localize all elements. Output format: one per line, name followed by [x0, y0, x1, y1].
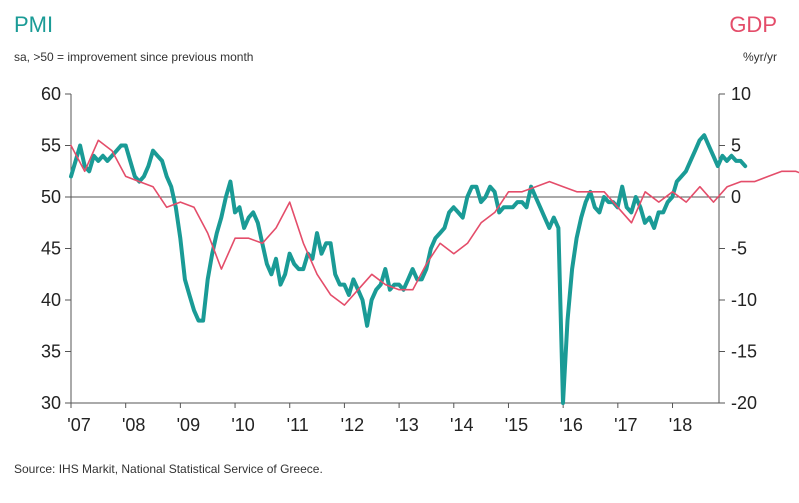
right-tick-label: -5: [731, 239, 747, 259]
right-axis-subtitle: %yr/yr: [743, 50, 777, 64]
right-tick-label: -10: [731, 290, 757, 310]
left-tick-label: 35: [41, 342, 61, 362]
chart-subtitle: sa, >50 = improvement since previous mon…: [14, 50, 254, 64]
x-tick-label: '12: [341, 415, 364, 435]
x-tick-label: '18: [669, 415, 692, 435]
chart-title: PMI: [14, 12, 54, 37]
x-tick-label: '13: [395, 415, 418, 435]
source-note: Source: IHS Markit, National Statistical…: [14, 462, 323, 476]
x-tick-label: '07: [67, 415, 90, 435]
left-tick-label: 30: [41, 393, 61, 413]
x-tick-label: '15: [505, 415, 528, 435]
right-axis-title: GDP: [729, 12, 777, 37]
left-tick-label: 50: [41, 187, 61, 207]
left-tick-label: 55: [41, 136, 61, 156]
right-tick-label: 0: [731, 187, 741, 207]
pmi-series-line: [69, 133, 748, 405]
x-tick-label: '09: [177, 415, 200, 435]
left-tick-label: 45: [41, 239, 61, 259]
left-tick-label: 60: [41, 84, 61, 104]
right-tick-label: -20: [731, 393, 757, 413]
right-tick-label: -15: [731, 342, 757, 362]
x-tick-label: '16: [559, 415, 582, 435]
left-tick-label: 40: [41, 290, 61, 310]
x-tick-label: '17: [614, 415, 637, 435]
right-tick-label: 5: [731, 136, 741, 156]
x-tick-label: '11: [287, 415, 309, 435]
x-tick-label: '10: [231, 415, 254, 435]
right-tick-label: 10: [731, 84, 751, 104]
x-tick-label: '08: [122, 415, 145, 435]
gdp-series-line: [70, 139, 799, 306]
x-tick-label: '14: [450, 415, 473, 435]
